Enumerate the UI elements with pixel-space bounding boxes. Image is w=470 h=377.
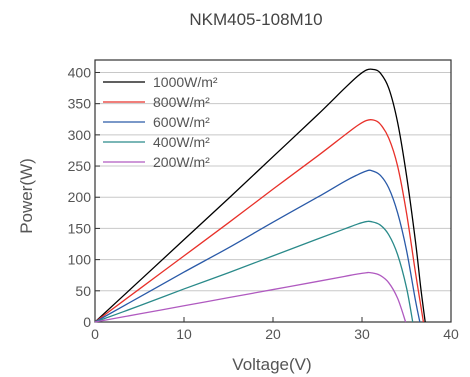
grid-lines — [95, 71, 451, 292]
x-tick-label-2: 20 — [265, 326, 281, 342]
y-tick-label-2: 100 — [68, 252, 92, 268]
y-tick-label-7: 350 — [68, 96, 92, 112]
series-line-4 — [94, 271, 407, 323]
y-tick-label-6: 300 — [68, 127, 92, 143]
y-tick-label-8: 400 — [68, 64, 92, 80]
y-tick-label-0: 0 — [83, 314, 91, 330]
chart-title: NKM405-108M10 — [189, 10, 322, 29]
legend-label-4: 200W/m² — [153, 154, 210, 170]
x-tick-label-3: 30 — [354, 326, 370, 342]
legend-label-2: 600W/m² — [153, 114, 210, 130]
axes: 0 50 100 150 200 250 300 350 400 0 10 20 30 40 — [68, 59, 459, 342]
legend-label-0: 1000W/m² — [153, 74, 218, 90]
y-tick-label-5: 250 — [68, 158, 92, 174]
x-tick-label-0: 0 — [91, 326, 99, 342]
y-tick-label-3: 150 — [68, 220, 92, 236]
legend-label-3: 400W/m² — [153, 134, 210, 150]
series-line-0 — [94, 68, 426, 323]
data-series — [94, 68, 426, 323]
series-line-3 — [94, 220, 414, 323]
legend: 1000W/m² 800W/m² 600W/m² 400W/m² 200W/m² — [103, 74, 218, 170]
y-axis-title: Power(W) — [17, 158, 36, 234]
x-tick-label-1: 10 — [176, 326, 192, 342]
y-tick-label-1: 50 — [75, 283, 91, 299]
x-axis-title: Voltage(V) — [232, 355, 311, 374]
series-line-1 — [94, 118, 425, 323]
y-tick-label-4: 200 — [68, 189, 92, 205]
series-line-2 — [94, 169, 421, 323]
legend-label-1: 800W/m² — [153, 94, 210, 110]
x-tick-label-4: 40 — [443, 326, 459, 342]
